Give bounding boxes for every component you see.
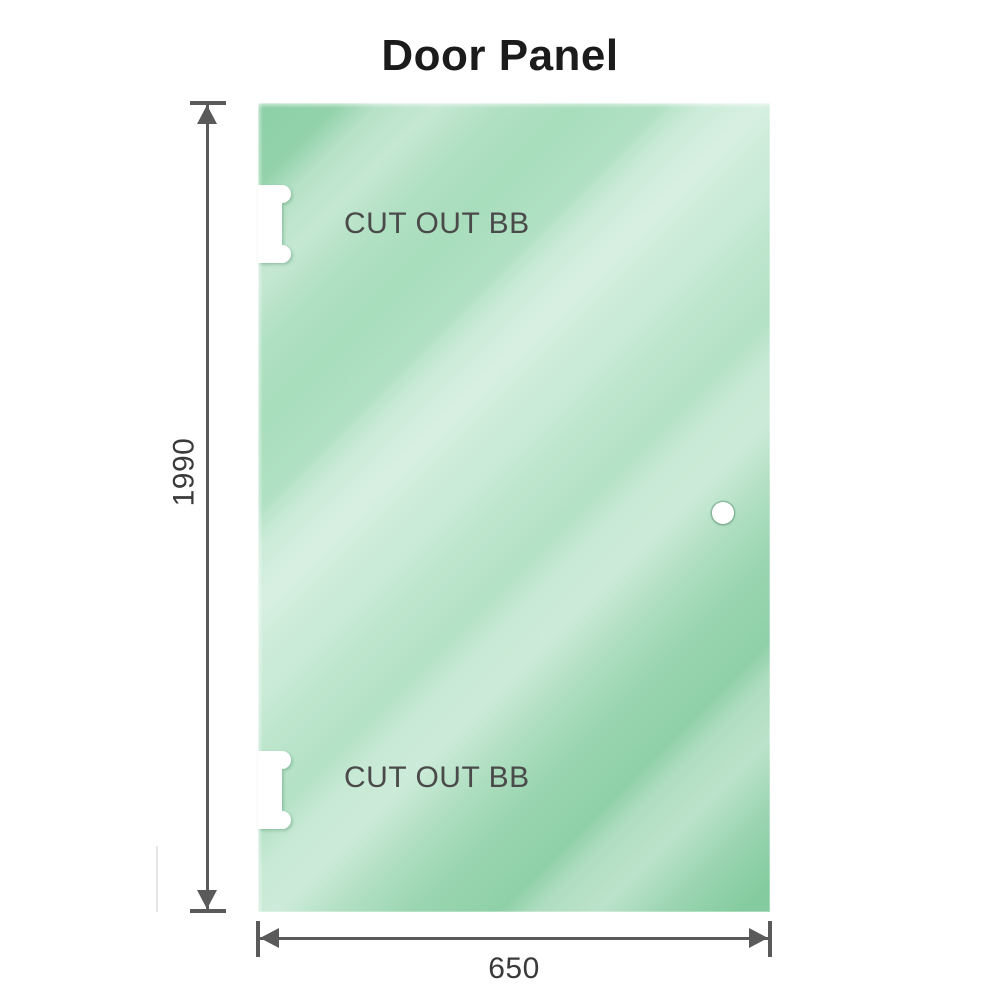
dimension-tick-left [256,921,260,957]
extension-guide-line [156,846,158,912]
glass-door-panel [258,103,770,912]
dimension-value-width: 650 [488,952,540,985]
arrow-right-icon [749,928,768,948]
cutout-label-top: CUT OUT BB [344,207,530,240]
dimension-line-vertical [206,103,209,912]
dimension-tick-top [190,101,226,105]
arrow-up-icon [197,105,217,124]
dimension-line-horizontal [258,937,770,940]
arrow-down-icon [197,890,217,909]
cutout-label-bottom: CUT OUT BB [344,761,530,794]
page-title: Door Panel [381,31,619,80]
cutout-bb-bottom [258,748,294,832]
dimension-tick-bottom [190,909,226,913]
arrow-left-icon [260,928,279,948]
dimension-tick-right [768,921,772,957]
cutout-bb-top [258,182,294,266]
dimension-value-height: 1990 [167,437,201,507]
handle-hole [712,502,734,524]
